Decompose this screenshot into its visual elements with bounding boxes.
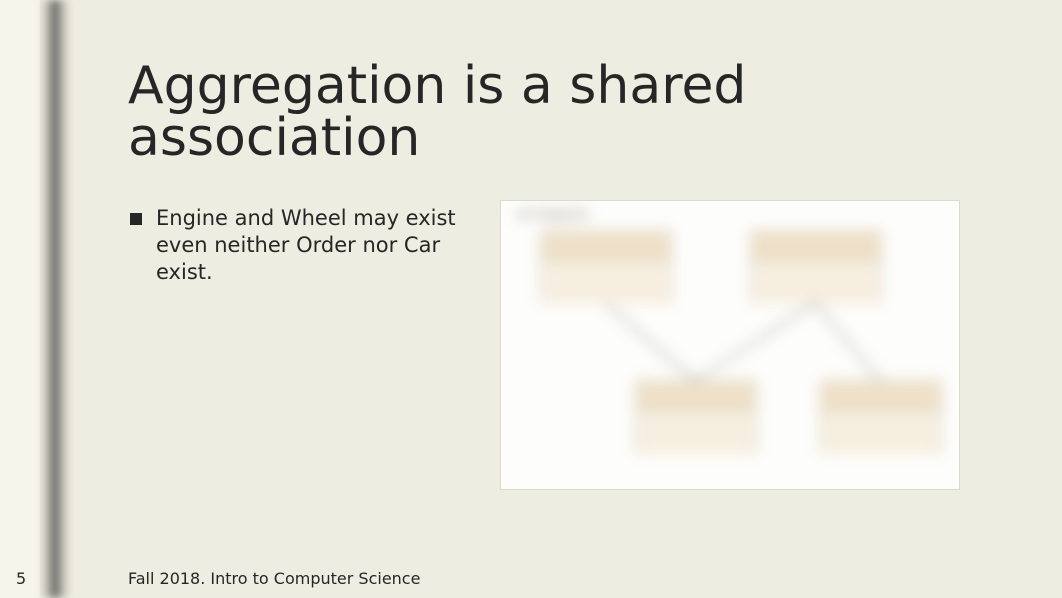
edge-car-engine [695,302,816,381]
binding-shadow [40,0,70,598]
square-bullet-icon [130,213,142,225]
uml-diagram: sd diagram [500,200,960,490]
bullet-item: Engine and Wheel may exist even neither … [130,205,490,286]
slide-title: Aggregation is a shared association [128,60,848,164]
page-number: 5 [16,569,26,588]
slide: Aggregation is a shared association Engi… [0,0,1062,598]
uml-box-engine [636,381,756,453]
uml-box-car [751,231,881,303]
diagram-content: sd diagram [501,201,959,489]
uml-box-order [541,231,671,303]
uml-box-wheel [821,381,941,453]
edge-car-wheel [815,303,881,382]
diagram-label: sd diagram [517,207,590,221]
edge-order-engine [605,303,696,382]
margin-light [0,0,40,598]
footer-text: Fall 2018. Intro to Computer Science [128,569,420,588]
bullet-text: Engine and Wheel may exist even neither … [156,205,490,286]
